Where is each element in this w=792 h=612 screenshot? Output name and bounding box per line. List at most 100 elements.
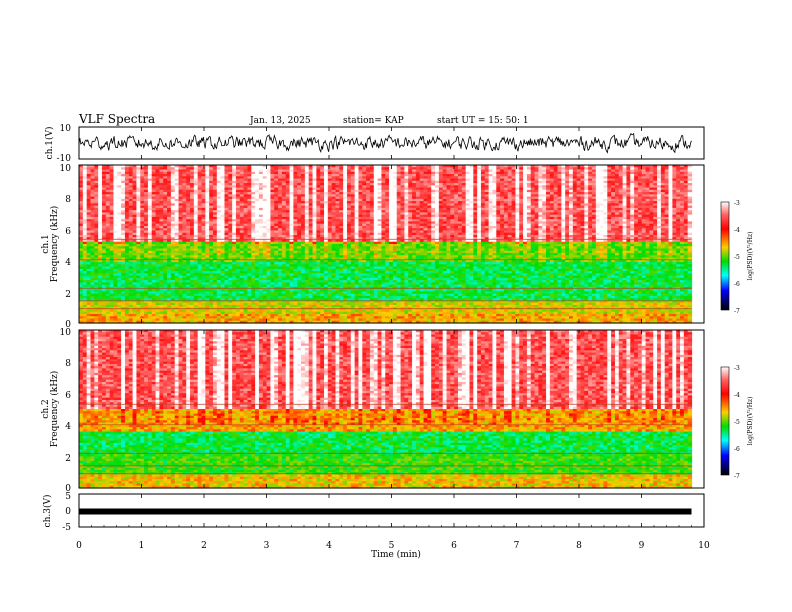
spectrogram-cell (392, 198, 398, 202)
spectrogram-cell (239, 169, 245, 173)
spectrogram-cell (400, 185, 405, 189)
spectrogram-cell (400, 178, 405, 182)
spectrogram-cell (538, 194, 543, 198)
spectrogram-cell (316, 205, 321, 209)
spectrogram-cell (423, 183, 428, 186)
spectrogram-cell (572, 205, 578, 209)
spectrogram-cell (653, 171, 658, 175)
spectrogram-cell (339, 192, 344, 195)
spectrogram-cell (611, 165, 616, 168)
spectrogram-cell (289, 187, 294, 191)
spectrogram-cell (170, 178, 176, 182)
spectrogram-cell (121, 201, 126, 204)
spectrogram-cell (599, 210, 605, 213)
spectrogram-cell (657, 189, 662, 193)
spectrogram-cell (591, 194, 597, 198)
spectrogram-cell (228, 178, 233, 182)
spectrogram-cell (258, 196, 264, 200)
spectrogram-cell (538, 212, 543, 216)
spectrogram-cell (438, 192, 444, 195)
spectrogram-cell (500, 165, 505, 168)
spectrogram-cell (385, 176, 390, 180)
spectrogram-cell (404, 207, 409, 211)
spectrogram-cell (549, 207, 555, 211)
spectrogram-cell (335, 180, 340, 184)
spectrogram-cell (350, 212, 356, 216)
spectrogram-cell (408, 169, 413, 173)
spectrogram-cell (147, 171, 153, 175)
spectrogram-cell (488, 203, 494, 207)
spectrogram-cell (151, 178, 157, 182)
spectrogram-cell (676, 178, 681, 182)
spectrogram-cell (553, 178, 559, 182)
spectrogram-cell (82, 176, 88, 180)
spectrogram-cell (385, 198, 390, 202)
spectrogram-cell (480, 187, 486, 191)
spectrogram-cell (446, 201, 451, 204)
spectrogram-cell (381, 194, 386, 198)
spectrogram-cell (350, 187, 356, 191)
spectrogram-cell (312, 201, 317, 204)
spectrogram-cell (676, 174, 681, 177)
spectrogram-cell (637, 171, 643, 175)
spectrogram-cell (262, 203, 268, 207)
spectrogram-cell (331, 194, 337, 198)
spectrogram-cell (270, 192, 275, 195)
spectrogram-cell (270, 165, 275, 168)
spectrogram-cell (285, 198, 291, 202)
spectrogram-cell (243, 174, 249, 177)
spectrogram-cell (676, 207, 681, 211)
spectrogram-cell (266, 187, 272, 191)
spectrogram-cell (98, 180, 103, 184)
spectrogram-cell (480, 212, 486, 216)
spectrogram-cell (553, 174, 559, 177)
spectrogram-cell (438, 207, 444, 211)
spectrogram-cell (101, 203, 107, 207)
spectrogram-cell (473, 205, 478, 209)
spectrogram-cell (530, 212, 536, 216)
spectrogram-cell (197, 176, 203, 180)
spectrogram-cell (209, 203, 214, 207)
spectrogram-cell (580, 207, 585, 211)
spectrogram-cell (358, 187, 363, 191)
spectrogram-cell (607, 171, 612, 175)
spectrogram-cell (381, 207, 386, 211)
spectrogram-cell (235, 207, 241, 211)
spectrogram-cell (82, 183, 88, 186)
spectrogram-cell (266, 207, 272, 211)
spectrogram-cell (105, 174, 111, 177)
spectrogram-cell (308, 178, 314, 182)
spectrogram-cell (622, 167, 628, 171)
spectrogram-cell (438, 210, 444, 213)
spectrogram-cell (457, 210, 463, 213)
spectrogram-cell (584, 194, 589, 198)
spectrogram-cell (396, 196, 402, 200)
spectrogram-cell (373, 180, 379, 184)
spectrogram-cell (163, 198, 168, 202)
spectrogram-cell (511, 194, 517, 198)
spectrogram-cell (603, 198, 608, 202)
spectrogram-cell (607, 189, 612, 193)
spectrogram-cell (377, 212, 383, 216)
spectrogram-cell (232, 198, 237, 202)
spectrogram-cell (657, 167, 662, 171)
spectrogram-cell (645, 183, 650, 186)
spectrogram-cell (469, 205, 474, 209)
spectrogram-cell (538, 185, 543, 189)
spectrogram-cell (113, 207, 118, 211)
spectrogram-cell (377, 194, 383, 198)
spectrogram-cell (381, 205, 386, 209)
spectrogram-cell (232, 178, 237, 182)
spectrogram-cell (247, 174, 252, 177)
spectrogram-cell (124, 165, 130, 168)
spectrogram-cell (346, 171, 352, 175)
spectrogram-cell (660, 165, 666, 168)
spectrogram-cell (657, 207, 662, 211)
spectrogram-cell (182, 185, 187, 189)
spectrogram-cell (442, 183, 448, 186)
spectrogram-cell (511, 198, 517, 202)
spectrogram-cell (174, 185, 180, 189)
spectrogram-cell (308, 169, 314, 173)
spectrogram-cell (346, 174, 352, 177)
spectrogram-cell (124, 205, 130, 209)
